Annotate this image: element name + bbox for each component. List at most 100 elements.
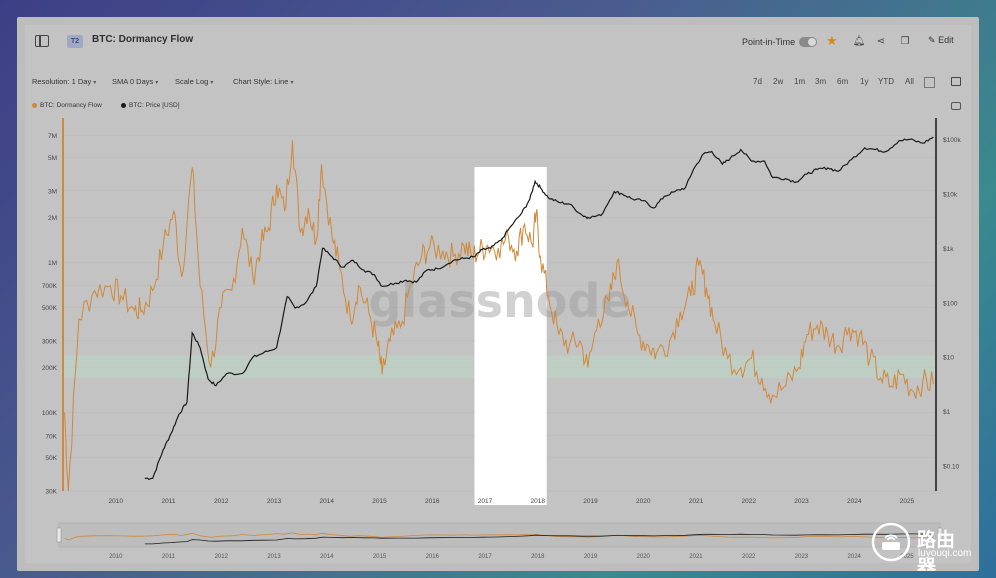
x-tick-label: 2014	[320, 498, 335, 505]
navigator-tick-label: 2023	[795, 554, 809, 560]
chart-toolbar: Resolution: 1 Day ▾ SMA 0 Days ▾ Scale Log…	[25, 77, 971, 93]
y-left-tick-label: 3M	[48, 188, 57, 195]
legend-price[interactable]: BTC: Price [USD]	[121, 102, 180, 109]
y-right-tick-label: $1k	[943, 246, 954, 253]
zoom-icon[interactable]	[924, 77, 935, 88]
navigator-tick-label: 2016	[426, 554, 440, 560]
navigator-tick-label: 2017	[478, 554, 492, 560]
y-right-ticks: $100k $10k $1k $100 $10 $1 $0.10	[943, 137, 961, 471]
point-in-time-label: Point-in-Time	[742, 37, 796, 47]
legend-swatch	[32, 102, 37, 108]
navigator-tick-label: 2022	[742, 554, 756, 560]
page-title: BTC: Dormancy Flow	[92, 34, 194, 45]
edit-button[interactable]: ✎ Edit	[928, 35, 954, 46]
navigator-tick-label: 2011	[162, 554, 176, 560]
navigator[interactable]: 2010 2011 2012 2013 2014 2015 2016 2017 2018 2019…	[56, 522, 943, 560]
navigator-tick-label: 2018	[531, 554, 545, 560]
router-logo-icon	[871, 522, 911, 562]
navigator-tick-label: 2015	[373, 554, 387, 560]
x-tick-label: 2024	[847, 498, 862, 505]
calendar-icon[interactable]	[951, 77, 961, 86]
sidebar-toggle-icon[interactable]	[35, 35, 49, 47]
x-tick-label: 2018	[531, 498, 546, 505]
title-bar: T2 BTC: Dormancy Flow Point-in-Time ★ 🔔︎…	[25, 25, 971, 61]
x-tick-label: 2021	[689, 498, 704, 505]
legend-swatch	[121, 102, 126, 108]
sma-label: SMA 0 Days	[112, 77, 154, 86]
series-line-dormancy	[64, 140, 934, 492]
x-tick-label: 2025	[900, 498, 915, 505]
y-right-tick-label: $100	[943, 300, 958, 307]
y-right-tick-label: $100k	[943, 137, 961, 144]
series-line-price	[144, 136, 934, 480]
y-left-tick-label: 500K	[42, 305, 58, 312]
range-3m[interactable]: 3m	[815, 77, 827, 86]
y-left-tick-label: 700K	[42, 283, 58, 290]
range-6m[interactable]: 6m	[837, 77, 849, 86]
y-right-tick-label: $0.10	[943, 464, 960, 471]
star-icon[interactable]: ★	[826, 33, 838, 48]
chevron-down-icon: ▾	[93, 80, 97, 86]
bell-icon[interactable]: 🔔︎	[852, 36, 866, 47]
scale-label: Scale Log	[175, 77, 209, 86]
y-left-tick-label: 30K	[45, 489, 57, 496]
range-1y[interactable]: 1y	[860, 77, 869, 86]
x-tick-label: 2019	[583, 498, 598, 505]
x-tick-label: 2023	[794, 498, 809, 505]
navigator-handle-left[interactable]	[56, 527, 62, 543]
y-right-tick-label: $1	[943, 409, 951, 416]
pencil-icon: ✎	[928, 35, 936, 45]
x-tick-label: 2016	[425, 498, 440, 505]
range-ytd[interactable]: YTD	[878, 77, 894, 86]
x-tick-label: 2020	[636, 498, 651, 505]
watermark-site-name: 路由器	[917, 530, 956, 571]
y-left-tick-label: 100K	[42, 410, 58, 417]
y-left-tick-label: 50K	[45, 455, 57, 462]
y-left-tick-label: 1M	[48, 260, 57, 267]
chart-style-select[interactable]: Chart Style: Line ▾	[233, 77, 293, 86]
chart-style-label: Chart Style: Line	[233, 77, 289, 86]
y-left-tick-label: 300K	[42, 338, 58, 345]
x-tick-label: 2011	[162, 498, 176, 505]
x-tick-label: 2010	[109, 498, 124, 505]
range-7d[interactable]: 7d	[753, 77, 762, 86]
screenshot-frame: T2 BTC: Dormancy Flow Point-in-Time ★ 🔔︎…	[17, 17, 979, 571]
share-icon[interactable]: ⋖	[876, 36, 886, 47]
navigator-tick-label: 2010	[109, 554, 123, 560]
y-right-tick-label: $10	[943, 355, 954, 362]
chart-panel: T2 BTC: Dormancy Flow Point-in-Time ★ 🔔︎…	[25, 25, 971, 571]
navigator-tick-label: 2014	[320, 554, 334, 560]
highlight-region	[474, 167, 547, 505]
x-tick-label: 2022	[742, 498, 757, 505]
y-left-tick-label: 70K	[45, 433, 57, 440]
navigator-tick-label: 2019	[584, 554, 598, 560]
y-left-tick-label: 5M	[48, 155, 57, 162]
copy-icon[interactable]: ❐	[900, 36, 910, 47]
chart-svg: glassnode 7M5M3M2M1M700K500K300K200K100K…	[42, 118, 961, 560]
navigator-price-line	[144, 533, 934, 545]
point-in-time-toggle[interactable]	[799, 37, 817, 47]
range-2w[interactable]: 2w	[773, 77, 784, 86]
sma-select[interactable]: SMA 0 Days ▾	[112, 77, 158, 86]
y-right-tick-label: $10k	[943, 191, 958, 198]
navigator-tick-label: 2020	[637, 554, 651, 560]
chevron-down-icon: ▾	[155, 80, 159, 86]
y-left-tick-label: 7M	[48, 133, 57, 140]
y-left-tick-label: 200K	[42, 365, 58, 372]
navigator-handle-right[interactable]	[937, 527, 943, 543]
x-tick-label: 2015	[372, 498, 387, 505]
navigator-tick-label: 2021	[689, 554, 703, 560]
navigator-dormancy-line	[64, 532, 934, 541]
resolution-select[interactable]: Resolution: 1 Day ▾	[32, 77, 96, 86]
range-all[interactable]: All	[905, 77, 914, 86]
legend-dormancy[interactable]: BTC: Dormancy Flow	[32, 102, 102, 109]
navigator-tick-label: 2012	[215, 554, 229, 560]
camera-icon[interactable]	[951, 102, 961, 110]
navigator-tick-label: 2025	[900, 554, 914, 560]
resolution-label: Resolution: 1 Day	[32, 77, 92, 86]
scale-select[interactable]: Scale Log ▾	[175, 77, 213, 86]
range-1m[interactable]: 1m	[794, 77, 806, 86]
legend-price-label: BTC: Price [USD]	[129, 102, 180, 109]
navigator-tick-label: 2013	[267, 554, 281, 560]
x-tick-label: 2013	[267, 498, 282, 505]
